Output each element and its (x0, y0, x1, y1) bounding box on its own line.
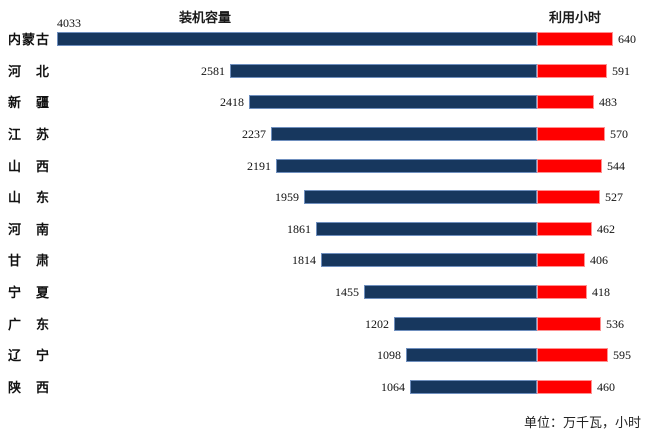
capacity-bar (410, 380, 537, 394)
category-label: 陕西 (8, 380, 49, 395)
capacity-value: 2418 (220, 95, 244, 109)
capacity-bar (406, 348, 537, 362)
category-label: 内蒙古 (8, 32, 49, 47)
capacity-value: 1861 (287, 222, 311, 236)
capacity-value: 2237 (242, 127, 266, 141)
capacity-bar (321, 253, 537, 267)
capacity-value: 1098 (377, 348, 401, 362)
capacity-value: 1814 (292, 253, 316, 267)
capacity-value: 4033 (57, 16, 81, 30)
hours-value: 640 (618, 32, 636, 46)
capacity-value: 1959 (275, 190, 299, 204)
capacity-value: 2581 (201, 64, 225, 78)
hours-bar (537, 222, 592, 236)
unit-note: 单位：万千瓦，小时 (523, 415, 641, 430)
hours-bar (537, 32, 613, 46)
hours-bar (537, 348, 608, 362)
capacity-bar (230, 64, 537, 78)
hours-value: 544 (607, 159, 625, 173)
capacity-value: 1455 (335, 285, 359, 299)
hours-value: 536 (606, 317, 624, 331)
hours-value: 527 (605, 190, 623, 204)
hours-bar (537, 380, 592, 394)
category-label: 山西 (8, 159, 49, 174)
right-series-title: 利用小时 (549, 10, 602, 25)
hours-bar (537, 190, 600, 204)
left-series-title: 装机容量 (179, 10, 232, 25)
capacity-value: 1064 (381, 380, 405, 394)
category-label: 广东 (8, 317, 49, 332)
hours-value: 462 (597, 222, 615, 236)
capacity-bar (249, 95, 537, 109)
hours-value: 406 (590, 253, 608, 267)
hours-value: 591 (612, 64, 630, 78)
hours-bar (537, 127, 605, 141)
hours-bar (537, 253, 585, 267)
hours-value: 483 (599, 95, 617, 109)
category-label: 河北 (8, 64, 49, 79)
hours-bar (537, 64, 607, 78)
capacity-bar (276, 159, 537, 173)
category-label: 辽宁 (8, 348, 49, 363)
hours-bar (537, 317, 601, 331)
hours-value: 570 (610, 127, 628, 141)
hours-value: 418 (592, 285, 610, 299)
hours-value: 460 (597, 380, 615, 394)
capacity-bar (364, 285, 537, 299)
hours-bar (537, 95, 594, 109)
capacity-value: 1202 (365, 317, 389, 331)
capacity-bar (57, 32, 537, 46)
hours-bar (537, 159, 602, 173)
capacity-bar (271, 127, 537, 141)
capacity-bar (316, 222, 537, 236)
hours-bar (537, 285, 587, 299)
category-label: 新疆 (8, 95, 49, 110)
capacity-value: 2191 (247, 159, 271, 173)
category-label: 河南 (8, 222, 49, 237)
category-label: 宁夏 (8, 285, 49, 300)
capacity-bar (394, 317, 537, 331)
category-label: 江苏 (8, 127, 49, 142)
category-label: 山东 (8, 190, 49, 205)
hours-value: 595 (613, 348, 631, 362)
capacity-bar (304, 190, 537, 204)
category-label: 甘肃 (8, 253, 49, 268)
